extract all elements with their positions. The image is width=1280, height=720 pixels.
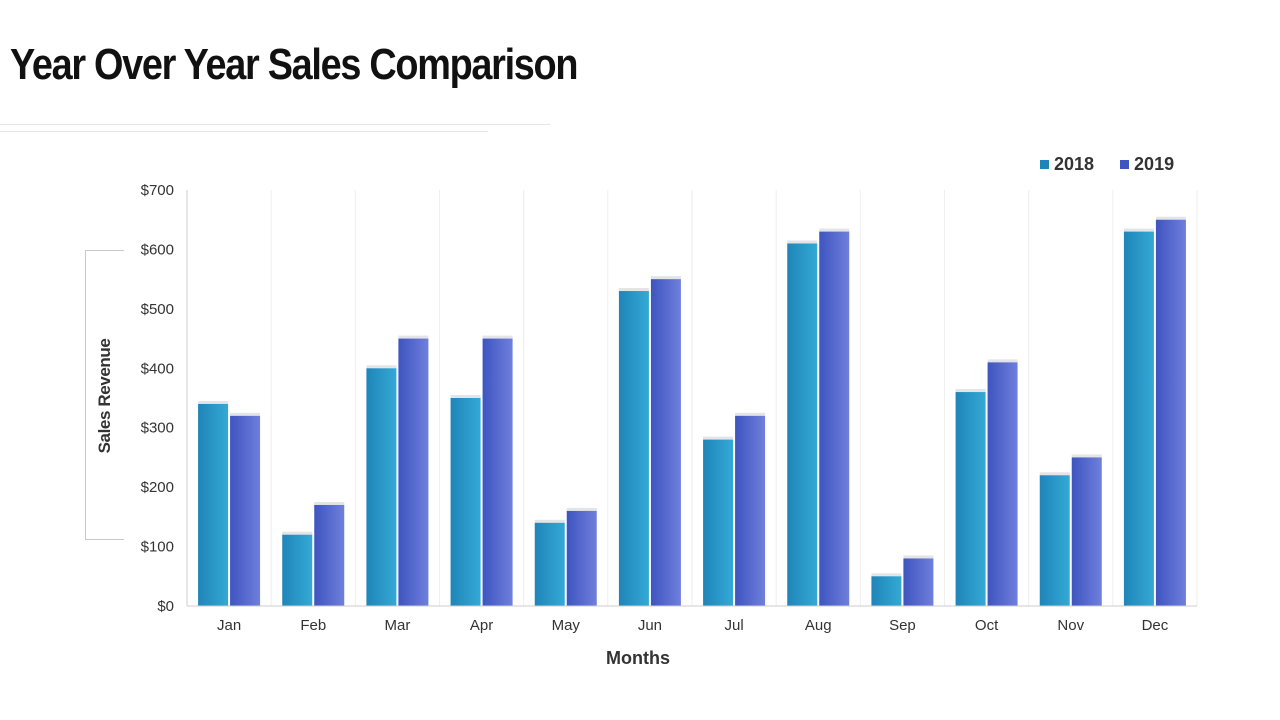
y-tick-label: $400 xyxy=(141,360,174,377)
legend-label-2018: 2018 xyxy=(1054,154,1095,174)
bar-cap xyxy=(198,400,229,404)
bar-cap xyxy=(618,288,649,292)
y-tick-label: $700 xyxy=(141,182,174,199)
bar-cap xyxy=(650,276,681,280)
x-tick-label: Oct xyxy=(975,617,999,634)
x-tick-label: Mar xyxy=(384,617,410,634)
bar-cap xyxy=(1155,216,1186,220)
bar-2018-nov[interactable] xyxy=(1039,475,1070,606)
bar-2019-jul[interactable] xyxy=(735,415,766,606)
bar-2018-feb[interactable] xyxy=(282,534,313,606)
bar-cap xyxy=(534,519,565,523)
y-tick-label: $500 xyxy=(141,301,174,318)
bar-cap xyxy=(787,240,818,244)
legend-label-2019: 2019 xyxy=(1134,154,1175,174)
x-tick-label: May xyxy=(552,617,581,634)
bar-2019-jan[interactable] xyxy=(230,415,261,606)
chart-legend: 2018 2019 xyxy=(1040,154,1174,175)
title-underline xyxy=(0,124,550,125)
bar-cap xyxy=(871,573,902,577)
axes: $0 $100 $200 $300 $400 $500 $600 $700 Jan Feb Mar A… xyxy=(141,182,1197,634)
bar-cap xyxy=(703,436,734,440)
bar-2018-aug[interactable] xyxy=(787,243,818,606)
bar-cap xyxy=(482,335,513,339)
bar-2018-dec[interactable] xyxy=(1123,231,1154,606)
bar-2019-may[interactable] xyxy=(566,510,597,606)
legend-item-2019[interactable]: 2019 xyxy=(1120,154,1174,175)
bar-cap xyxy=(987,359,1018,363)
grid-lines xyxy=(270,190,1198,606)
bar-cap xyxy=(903,555,934,559)
y-tick-label: $200 xyxy=(141,479,174,496)
bar-2018-sep[interactable] xyxy=(871,576,902,606)
bar-2018-jul[interactable] xyxy=(703,439,734,606)
bar-2019-aug[interactable] xyxy=(819,231,850,606)
bar-cap xyxy=(735,412,766,416)
bar-cap xyxy=(450,395,481,398)
bar-2019-sep[interactable] xyxy=(903,558,934,606)
bar-cap xyxy=(230,412,261,416)
x-axis-title: Months xyxy=(606,648,670,668)
bar-2018-mar[interactable] xyxy=(366,368,397,606)
bars xyxy=(198,216,1186,606)
x-tick-label: Nov xyxy=(1057,617,1084,634)
y-axis-label-frame xyxy=(85,250,124,540)
x-tick-label: Jul xyxy=(724,617,743,634)
bar-cap xyxy=(1123,228,1154,232)
bar-2019-oct[interactable] xyxy=(987,362,1018,606)
x-tick-label: Feb xyxy=(300,617,326,634)
x-tick-label: Sep xyxy=(889,617,916,634)
x-tick-label: Aug xyxy=(805,617,832,634)
legend-item-2018[interactable]: 2018 xyxy=(1040,154,1094,175)
legend-swatch-2019 xyxy=(1120,160,1130,169)
bar-cap xyxy=(366,365,397,369)
bar-2019-feb[interactable] xyxy=(314,504,345,606)
bar-2019-jun[interactable] xyxy=(650,279,681,606)
page-title: Year Over Year Sales Comparison xyxy=(10,40,578,89)
bar-2018-oct[interactable] xyxy=(955,392,986,606)
bar-2018-apr[interactable] xyxy=(450,398,481,606)
bar-cap xyxy=(398,335,429,339)
bar-2019-apr[interactable] xyxy=(482,338,513,606)
x-tick-label: Jun xyxy=(638,617,662,634)
bar-2019-dec[interactable] xyxy=(1155,219,1186,606)
bar-cap xyxy=(1071,454,1102,458)
bar-2018-may[interactable] xyxy=(534,522,565,606)
legend-swatch-2018 xyxy=(1040,160,1049,169)
bar-2019-mar[interactable] xyxy=(398,338,429,606)
y-tick-label: $0 xyxy=(157,598,174,615)
bar-cap xyxy=(566,507,597,511)
bar-cap xyxy=(282,531,313,535)
bar-cap xyxy=(314,501,345,505)
x-tick-label: Dec xyxy=(1142,617,1169,634)
bar-cap xyxy=(819,228,850,232)
x-tick-label: Apr xyxy=(470,617,493,634)
y-tick-label: $100 xyxy=(141,539,174,556)
bar-2018-jun[interactable] xyxy=(618,291,649,606)
bar-2018-jan[interactable] xyxy=(198,403,229,606)
y-tick-label: $600 xyxy=(141,241,174,258)
bar-cap xyxy=(955,389,986,393)
title-underline-secondary xyxy=(0,131,488,132)
bar-2019-nov[interactable] xyxy=(1071,457,1102,606)
y-tick-label: $300 xyxy=(141,420,174,437)
bar-cap xyxy=(1039,472,1070,476)
x-tick-label: Jan xyxy=(217,617,241,634)
